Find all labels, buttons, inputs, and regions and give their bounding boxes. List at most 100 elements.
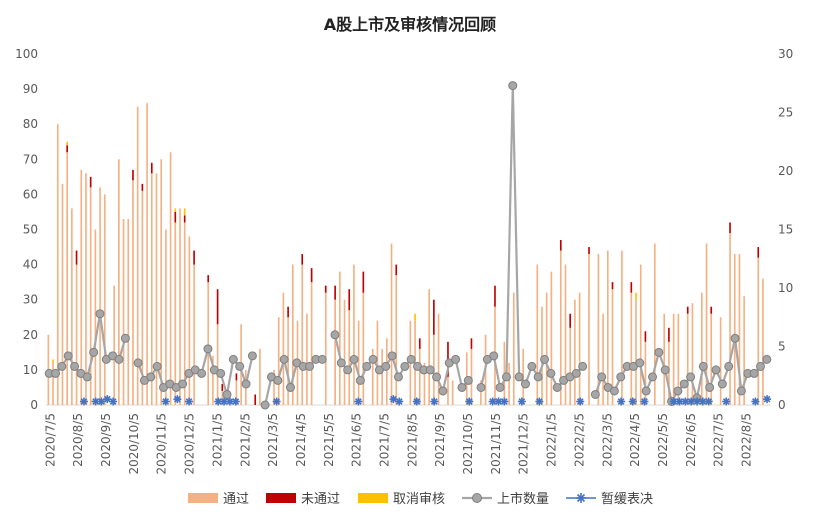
bar-passed bbox=[362, 292, 365, 405]
bar-passed bbox=[343, 299, 346, 405]
listed-point bbox=[501, 372, 511, 382]
bar-passed bbox=[733, 254, 736, 405]
listed-point bbox=[463, 375, 473, 385]
x-tick-label: 2020/7/5 bbox=[43, 413, 57, 467]
suspended-marker bbox=[272, 397, 281, 406]
bar-failed bbox=[287, 306, 289, 318]
x-tick-label: 2020/8/5 bbox=[71, 413, 85, 467]
bar-passed bbox=[757, 257, 760, 405]
bar-passed bbox=[99, 187, 101, 405]
x-tick-label: 2022/7/5 bbox=[712, 413, 726, 467]
bar-passed bbox=[193, 264, 195, 405]
listed-point bbox=[133, 358, 143, 368]
bar-passed bbox=[216, 324, 219, 405]
x-tick-label: 2021/7/5 bbox=[378, 413, 392, 467]
bar-passed bbox=[235, 380, 238, 405]
bar-failed bbox=[757, 247, 760, 258]
legend-label: 未通过 bbox=[301, 492, 340, 507]
bar-passed bbox=[428, 289, 430, 405]
bar-passed bbox=[273, 369, 275, 405]
listed-point bbox=[755, 361, 765, 371]
listed-point bbox=[368, 354, 378, 364]
listed-point bbox=[57, 361, 67, 371]
bar-passed bbox=[160, 159, 163, 405]
bar-passed bbox=[701, 292, 703, 405]
y-right-tick-label: 20 bbox=[778, 164, 793, 178]
bar-cancelled bbox=[66, 141, 68, 146]
bar-failed bbox=[710, 306, 713, 314]
listed-point bbox=[679, 379, 689, 389]
y-right-tick-label: 25 bbox=[778, 106, 793, 120]
suspended-marker bbox=[231, 397, 240, 406]
listed-point bbox=[578, 361, 588, 371]
suspended-marker bbox=[751, 397, 760, 406]
bar-failed bbox=[611, 282, 614, 290]
bar-cancelled bbox=[635, 292, 637, 300]
bar-failed bbox=[301, 254, 304, 265]
listed-point bbox=[203, 344, 213, 354]
bar-failed bbox=[362, 271, 365, 293]
bar-passed bbox=[588, 254, 590, 405]
suspended-marker bbox=[628, 397, 637, 406]
bar-failed bbox=[254, 394, 257, 405]
bar-passed bbox=[574, 299, 576, 405]
x-tick-label: 2021/11/5 bbox=[489, 413, 503, 475]
listed-point bbox=[235, 361, 245, 371]
listed-point bbox=[724, 361, 734, 371]
bar-passed bbox=[437, 313, 440, 405]
suspended-marker bbox=[722, 397, 731, 406]
x-tick-label: 2020/9/5 bbox=[99, 413, 113, 467]
suspended-marker bbox=[173, 395, 182, 404]
bar-passed bbox=[470, 348, 473, 405]
suspended-marker bbox=[517, 397, 526, 406]
listed-point bbox=[400, 361, 410, 371]
bar-passed bbox=[66, 152, 68, 405]
bar-failed bbox=[644, 331, 647, 342]
x-tick-label: 2021/10/5 bbox=[461, 413, 475, 475]
bar-passed bbox=[639, 264, 642, 405]
legend-item: 未通过 bbox=[266, 492, 340, 507]
listed-point bbox=[317, 354, 327, 364]
legend: 通过 未通过 取消审核 上市数量 暂缓表决 bbox=[188, 491, 653, 507]
bar-passed bbox=[127, 218, 130, 405]
bar-failed bbox=[207, 275, 210, 283]
bar-failed bbox=[141, 183, 144, 191]
bar-cancelled bbox=[414, 313, 416, 321]
listed-point bbox=[451, 354, 461, 364]
bar-failed bbox=[75, 250, 78, 265]
listed-point bbox=[336, 358, 346, 368]
bar-passed bbox=[705, 243, 708, 405]
bar-passed bbox=[663, 313, 666, 405]
legend-swatch bbox=[266, 493, 296, 503]
y-right-tick-label: 30 bbox=[778, 47, 793, 61]
bar-passed bbox=[602, 313, 604, 405]
listed-point bbox=[146, 372, 156, 382]
listed-point bbox=[597, 372, 607, 382]
bar-failed bbox=[221, 383, 224, 391]
bar-passed bbox=[89, 187, 92, 405]
suspended-marker bbox=[161, 397, 170, 406]
y-left-tick-label: 50 bbox=[23, 223, 38, 237]
listed-point bbox=[648, 372, 658, 382]
listed-line bbox=[479, 85, 584, 391]
y-left-tick-label: 30 bbox=[23, 293, 38, 307]
listed-point bbox=[730, 333, 740, 343]
x-tick-label: 2021/12/5 bbox=[517, 413, 531, 475]
bar-passed bbox=[94, 229, 97, 405]
bar-passed bbox=[310, 282, 313, 405]
bar-failed bbox=[193, 250, 195, 265]
legend-label: 取消审核 bbox=[393, 492, 445, 507]
bar-failed bbox=[235, 373, 238, 381]
bar-passed bbox=[80, 169, 83, 405]
bar-failed bbox=[89, 176, 92, 188]
listed-point bbox=[406, 354, 416, 364]
listed-point bbox=[508, 81, 518, 91]
bar-passed bbox=[183, 222, 186, 405]
y-left-tick-label: 40 bbox=[23, 258, 38, 272]
bar-passed bbox=[686, 313, 689, 405]
listed-point bbox=[197, 368, 207, 378]
bar-passed bbox=[630, 292, 633, 405]
bar-passed bbox=[165, 229, 167, 405]
legend-label: 通过 bbox=[223, 492, 249, 507]
listed-point bbox=[616, 372, 626, 382]
